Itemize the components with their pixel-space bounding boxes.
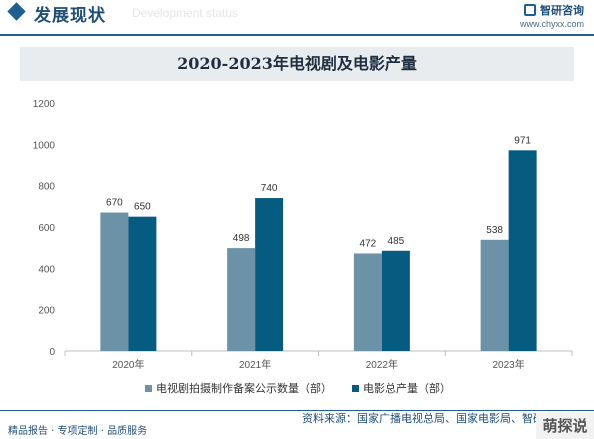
bar-2023年-series-2 xyxy=(508,150,537,351)
brand-url: www.chyxx.com xyxy=(519,19,584,29)
x-tick-label: 2023年 xyxy=(493,358,525,371)
data-label: 650 xyxy=(134,202,151,213)
x-tick-label: 2022年 xyxy=(366,358,398,371)
chart-title: 2020-2023年电视剧及电影产量 xyxy=(177,54,417,73)
y-tick-label: 0 xyxy=(49,347,55,358)
section-title: 发展现状 xyxy=(34,6,106,26)
legend-label-series-1: 电视剧拍摄制作备案公示数量（部） xyxy=(156,382,332,395)
data-label: 670 xyxy=(106,198,123,209)
y-tick-label: 600 xyxy=(38,223,55,234)
x-tick-label: 2020年 xyxy=(112,358,144,371)
bar-2020年-series-1 xyxy=(100,212,129,351)
legend-item-series-2: 电影总产量（部） xyxy=(352,380,451,396)
chart-title-box: 2020-2023年电视剧及电影产量 xyxy=(20,47,574,81)
y-tick-label: 1000 xyxy=(33,140,56,151)
legend-item-series-1: 电视剧拍摄制作备案公示数量（部） xyxy=(145,380,332,396)
bar-2021年-series-1 xyxy=(227,248,256,351)
bar-2020年-series-2 xyxy=(128,216,157,351)
data-label: 971 xyxy=(514,135,531,146)
page-header: 发展现状 Development status 智研咨询 www.chyxx.c… xyxy=(0,0,594,29)
legend-swatch-series-2 xyxy=(352,384,359,392)
bar-2023年-series-1 xyxy=(480,239,509,351)
data-label: 498 xyxy=(233,233,250,244)
corner-badge: 萌探说 xyxy=(536,413,594,439)
data-label: 538 xyxy=(486,225,503,236)
footer-divider xyxy=(0,410,594,411)
footer-source: 资料来源：国家广播电视总局、国家电影局、智研咨询整理 xyxy=(302,412,588,425)
bar-chart: 0 200 400 600 800 1000 1200 670 650 2020年 498 740 20… xyxy=(33,99,573,371)
brand-name: 智研咨询 xyxy=(540,4,584,17)
y-tick-label: 1200 xyxy=(33,99,56,110)
brand-logo-icon xyxy=(524,4,536,16)
y-tick-label: 200 xyxy=(38,306,55,317)
y-tick-label: 800 xyxy=(38,182,55,193)
legend-swatch-series-1 xyxy=(145,384,152,392)
header-divider xyxy=(0,34,594,36)
data-label: 485 xyxy=(388,236,405,247)
y-tick-label: 400 xyxy=(38,264,55,275)
legend-label-series-2: 电影总产量（部） xyxy=(363,382,451,395)
bar-2022年-series-2 xyxy=(381,250,410,351)
data-label: 472 xyxy=(360,238,377,249)
bar-2022年-series-1 xyxy=(353,253,382,351)
x-tick-label: 2021年 xyxy=(239,358,271,371)
chart-legend: 电视剧拍摄制作备案公示数量（部） 电影总产量（部） xyxy=(145,380,451,396)
section-subtitle-watermark: Development status xyxy=(132,6,239,20)
brand-block: 智研咨询 www.chyxx.com xyxy=(520,2,584,29)
footer-tagline: 精品报告 · 专项定制 · 品质服务 xyxy=(8,426,148,437)
data-label: 740 xyxy=(261,183,278,194)
bar-2021年-series-2 xyxy=(255,198,284,351)
